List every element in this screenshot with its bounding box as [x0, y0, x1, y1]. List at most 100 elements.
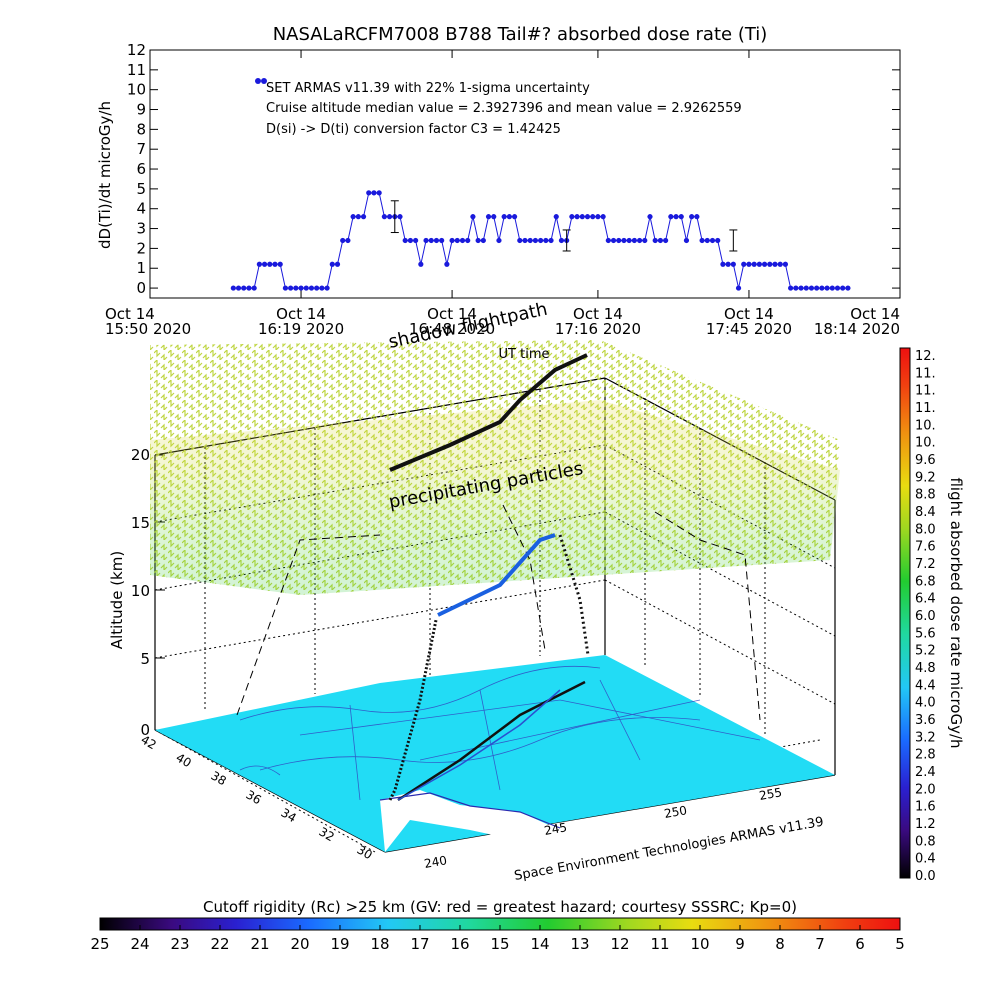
data-point: [845, 285, 851, 291]
data-point: [329, 261, 335, 267]
data-point: [439, 237, 445, 244]
data-point: [819, 285, 825, 291]
data-point: [689, 214, 695, 220]
data-point: [334, 261, 341, 267]
data-point: [475, 237, 481, 244]
data-point: [767, 261, 773, 267]
colorbar-bottom-tick: 22: [210, 935, 229, 953]
data-point: [709, 237, 716, 244]
colorbar-bottom-tick: 8: [775, 935, 785, 953]
data-point: [511, 214, 518, 220]
colorbar-right-tick: 6.8: [915, 574, 936, 589]
data-point: [735, 285, 742, 291]
data-point: [538, 237, 544, 244]
data-point: [413, 237, 419, 244]
lat-tick-label: 42: [139, 732, 159, 752]
x-tick-label: Oct 14: [573, 305, 623, 323]
data-point: [491, 214, 497, 220]
data-point: [449, 237, 455, 244]
data-point: [798, 285, 804, 291]
colorbar-bottom-tick: 21: [250, 935, 269, 953]
y-axis-label: dD(Ti)/dt microGy/h: [96, 101, 114, 249]
colorbar-right-tick: 2.0: [915, 782, 936, 797]
colorbar-bottom-label: Cutoff rigidity (Rc) >25 km (GV: red = g…: [203, 898, 797, 916]
colorbar-right-tick: 4.4: [915, 678, 936, 693]
data-point: [793, 285, 799, 291]
data-point: [423, 237, 429, 244]
data-point: [595, 214, 601, 220]
altitude-axis-label: Altitude (km): [108, 551, 126, 649]
data-point: [241, 285, 247, 291]
alt-tick-label: 0: [140, 721, 150, 739]
colorbar-right-tick: 12.: [915, 349, 936, 364]
colorbar-bottom-tick: 15: [490, 935, 509, 953]
y-tick-label: 12: [127, 41, 146, 59]
map-floor: [155, 655, 835, 852]
data-point: [715, 237, 721, 244]
data-point: [673, 214, 679, 220]
lat-tick-label: 32: [317, 824, 337, 844]
x-tick-label: Oct 14: [850, 305, 900, 323]
colorbar-bottom-tick: 18: [370, 935, 389, 953]
data-point: [814, 285, 820, 291]
colorbar-bottom-tick: 20: [290, 935, 309, 953]
x-axis-label: UT time: [499, 347, 550, 362]
data-point: [558, 237, 565, 244]
data-point: [782, 261, 789, 267]
data-point: [277, 261, 283, 267]
data-point: [366, 190, 372, 196]
colorbar-right-tick: 2.8: [915, 748, 936, 763]
x-tick-label: 17:16 2020: [555, 320, 641, 338]
data-point: [574, 214, 580, 220]
flight-paths: [388, 353, 590, 802]
data-point: [298, 285, 304, 291]
lon-tick-label: 250: [663, 803, 688, 821]
lon-ticks: 240 245 250 255: [423, 785, 783, 871]
y-tick-label: 2: [136, 239, 146, 257]
data-point: [324, 285, 330, 291]
x-tick-label: 17:45 2020: [706, 320, 792, 338]
data-point: [386, 214, 393, 220]
data-point: [428, 237, 434, 244]
data-point: [293, 285, 299, 291]
colorbar-right-tick: 11.: [915, 401, 936, 416]
data-point: [501, 214, 507, 220]
y-tick-label: 0: [136, 279, 146, 297]
colorbar-right-tick: 0.4: [915, 852, 936, 867]
colorbar-right-tick: 2.4: [915, 765, 936, 780]
legend-marker: [255, 78, 261, 84]
x-tick-label: 16:48 2020: [409, 320, 495, 338]
colorbar-bottom-ticks: 25 24 23 22 21 20 19 18 17 16 15 14 13 12 11 10 9 8 7 6 5: [90, 925, 905, 953]
data-point: [610, 237, 617, 244]
data-point: [626, 237, 632, 244]
lat-tick-label: 38: [209, 768, 229, 788]
y-tick-label: 9: [136, 101, 146, 119]
data-point: [485, 214, 492, 220]
colorbar-right-bar: [899, 347, 911, 879]
data-point: [267, 261, 273, 267]
data-point: [803, 285, 809, 291]
data-point: [532, 237, 539, 244]
data-point: [829, 285, 835, 291]
data-point: [465, 237, 471, 244]
data-point: [282, 285, 289, 291]
x-tick-label: Oct 14: [105, 305, 155, 323]
colorbar-right-tick: 5.6: [915, 626, 936, 641]
data-point: [272, 261, 278, 267]
data-point: [652, 237, 658, 244]
lon-tick-label: 240: [423, 853, 448, 871]
colorbar-right-tick: 1.2: [915, 817, 936, 832]
colorbar-right: 0.0 0.4 0.8 1.2 1.6 2.0 2.4 2.8 3.2 3.6 4.0 4.4 4.8 5…: [899, 347, 965, 884]
data-point: [616, 237, 622, 244]
data-point: [788, 285, 794, 291]
colorbar-bottom-tick: 10: [690, 935, 709, 953]
colorbar-bottom-tick: 7: [815, 935, 825, 953]
data-point: [699, 237, 705, 244]
data-point: [459, 237, 466, 244]
y-tick-label: 4: [136, 200, 146, 218]
colorbar-right-tick: 3.6: [915, 713, 936, 728]
chart-title: NASALaRCFM7008 B788 Tail#? absorbed dose…: [273, 24, 768, 45]
